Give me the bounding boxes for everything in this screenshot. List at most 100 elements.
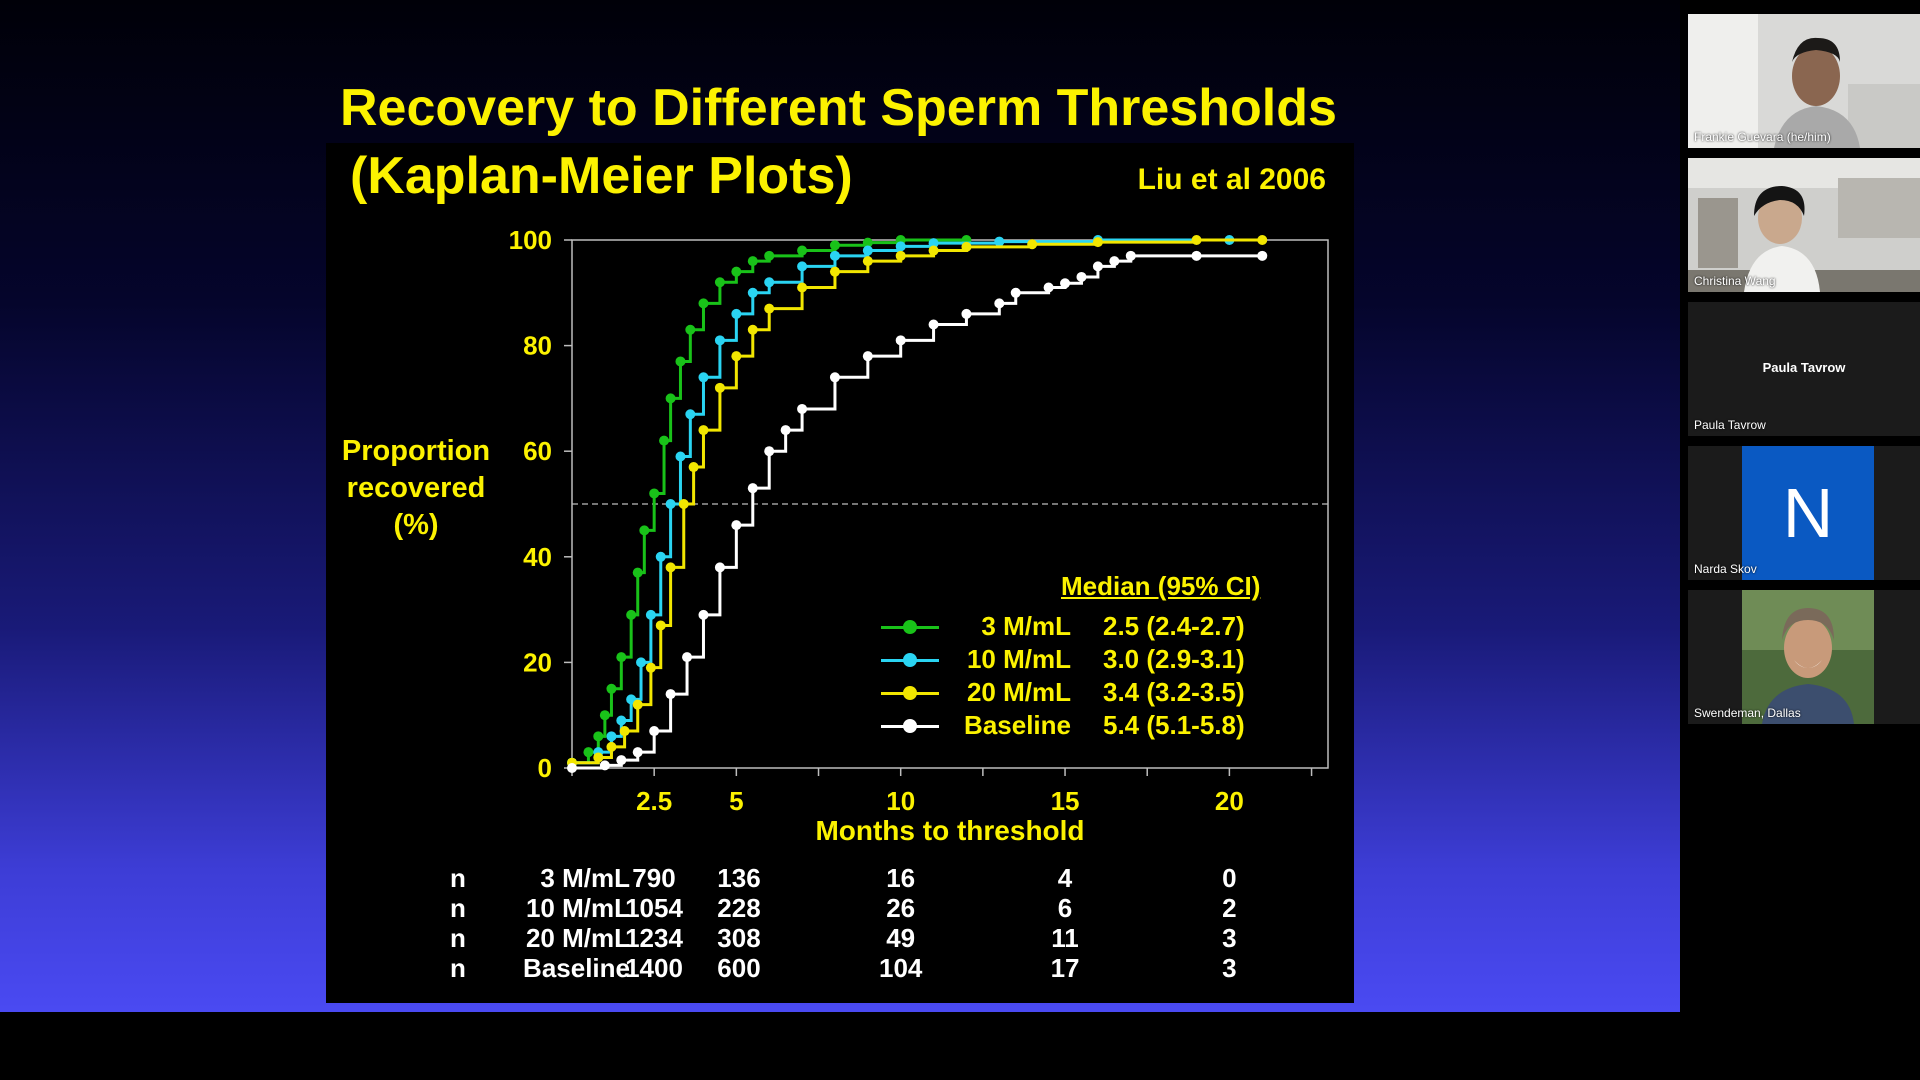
x-tick-label: 2.5: [636, 786, 672, 816]
risk-row-label: 10 M/mL: [525, 893, 630, 923]
risk-table-cell: 11: [1051, 923, 1079, 953]
km-censor-point: [1257, 250, 1268, 261]
risk-row-prefix: n: [450, 863, 466, 893]
km-censor-point: [994, 298, 1005, 309]
legend-label: 3 M/mL: [981, 611, 1071, 641]
km-censor-point: [764, 277, 775, 288]
km-censor-point: [747, 483, 758, 494]
km-censor-point: [645, 662, 656, 673]
legend-header: Median (95% CI): [1061, 571, 1261, 601]
risk-table-cell: 104: [878, 953, 923, 983]
km-censor-point: [1092, 261, 1103, 272]
km-censor-point: [862, 351, 873, 362]
participant-name: Paula Tavrow: [1694, 418, 1766, 432]
risk-table-cell: 228: [717, 893, 761, 923]
screen-share-area: Recovery to Different Sperm Thresholds L…: [0, 0, 1680, 1012]
km-censor-point: [645, 609, 656, 620]
legend-item-baseline: Baseline 5.4 (5.1-5.8): [881, 710, 1341, 742]
km-censor-point: [678, 499, 689, 509]
km-censor-point: [1191, 235, 1202, 245]
risk-table-cell: 49: [886, 923, 916, 953]
kaplan-meier-chart: 0 20 40 60 80 100 2.5 5 10 15 20 Months to threshol…: [509, 225, 1329, 846]
risk-table-cell: 26: [886, 893, 916, 923]
risk-table-cell: 16: [886, 863, 916, 893]
y-axis-label: Proportion recovered (%): [326, 433, 506, 544]
km-censor-point: [659, 435, 670, 446]
km-censor-point: [747, 256, 758, 267]
km-censor-point: [731, 308, 742, 319]
risk-table-cell: 790: [632, 863, 676, 893]
km-censor-point: [606, 731, 617, 742]
risk-table-row: n Baseline 1400 600 104 17 3: [326, 953, 1354, 987]
km-censor-point: [731, 520, 742, 531]
km-censor-point: [685, 409, 696, 420]
km-censor-point: [616, 652, 627, 663]
km-censor-point: [675, 451, 686, 462]
risk-row-label: 20 M/mL: [525, 923, 630, 953]
km-censor-point: [731, 351, 742, 362]
km-censor-point: [731, 266, 742, 277]
km-censor-point: [685, 324, 696, 335]
y-axis-label-line-2: recovered: [346, 472, 486, 504]
participant-tile[interactable]: Paula Tavrow Paula Tavrow: [1688, 302, 1920, 436]
y-tick-label: 100: [509, 225, 552, 255]
x-tick-label: 5: [729, 786, 743, 816]
km-censor-point: [655, 620, 666, 631]
legend-label: 20 M/mL: [966, 677, 1071, 707]
km-censor-point: [764, 446, 775, 457]
km-censor-point: [698, 609, 709, 620]
km-censor-point: [599, 710, 610, 721]
km-censor-point: [747, 324, 758, 335]
km-curve: [572, 254, 1263, 770]
risk-table-cell: 600: [717, 953, 761, 983]
km-censor-point: [698, 372, 709, 383]
risk-table-row: n 10 M/mL 1054 228 26 6 2: [326, 893, 1354, 927]
risk-table-cell: 0: [1222, 863, 1237, 893]
participant-name: Swendeman, Dallas: [1694, 706, 1801, 720]
legend-item-3-mml: 3 M/mL 2.5 (2.4-2.7): [881, 611, 1341, 643]
x-axis-label: Months to threshold: [815, 815, 1084, 846]
km-censor-point: [649, 726, 660, 737]
chart-panel: Liu et al 2006 0 20 40 60 80 100 2.5 5 10 15 20 Mon…: [326, 143, 1354, 1003]
km-censor-point: [862, 256, 873, 267]
legend-swatch-dot: [903, 620, 917, 634]
km-censor-point: [714, 562, 725, 573]
km-censor-point: [714, 277, 725, 288]
km-censor-point: [649, 488, 660, 499]
risk-table-cell: 3: [1222, 953, 1237, 983]
km-censor-point: [675, 356, 686, 367]
legend-label: Baseline: [964, 710, 1071, 740]
km-censor-point: [961, 241, 972, 252]
km-censor-point: [606, 683, 617, 694]
km-censor-point: [1092, 237, 1103, 248]
x-tick-label: 10: [886, 786, 915, 816]
y-tick-label: 80: [523, 331, 552, 361]
y-tick-label: 40: [523, 542, 552, 572]
km-censor-point: [619, 726, 630, 737]
km-censor-point: [928, 245, 939, 256]
participant-tile[interactable]: Christina Wang: [1688, 158, 1920, 292]
km-censor-point: [764, 250, 775, 261]
risk-row-label: 3 M/mL: [540, 863, 630, 893]
y-tick-label: 20: [523, 647, 552, 677]
km-censor-point: [1191, 250, 1202, 261]
risk-table-cell: 3: [1222, 923, 1237, 953]
participant-tile[interactable]: N Narda Skov: [1688, 446, 1920, 580]
risk-table-cell: 136: [717, 863, 761, 893]
avatar: N: [1742, 446, 1874, 580]
km-censor-point: [1109, 256, 1120, 267]
km-censor-point: [632, 747, 643, 758]
legend-median: 3.4 (3.2-3.5): [1103, 677, 1245, 707]
km-censor-point: [665, 689, 676, 700]
km-censor-point: [1257, 235, 1268, 245]
participant-tile[interactable]: Swendeman, Dallas: [1688, 590, 1920, 724]
risk-row-label: Baseline: [523, 953, 630, 983]
km-censor-point: [829, 250, 840, 261]
km-censor-point: [829, 240, 840, 251]
risk-table-cell: 4: [1057, 863, 1073, 893]
participant-video: [1742, 590, 1874, 724]
km-censor-point: [593, 731, 604, 742]
km-censor-point: [928, 319, 939, 330]
participant-name: Christina Wang: [1694, 274, 1776, 288]
participant-tile[interactable]: Frankie Guevara (he/him): [1688, 14, 1920, 148]
